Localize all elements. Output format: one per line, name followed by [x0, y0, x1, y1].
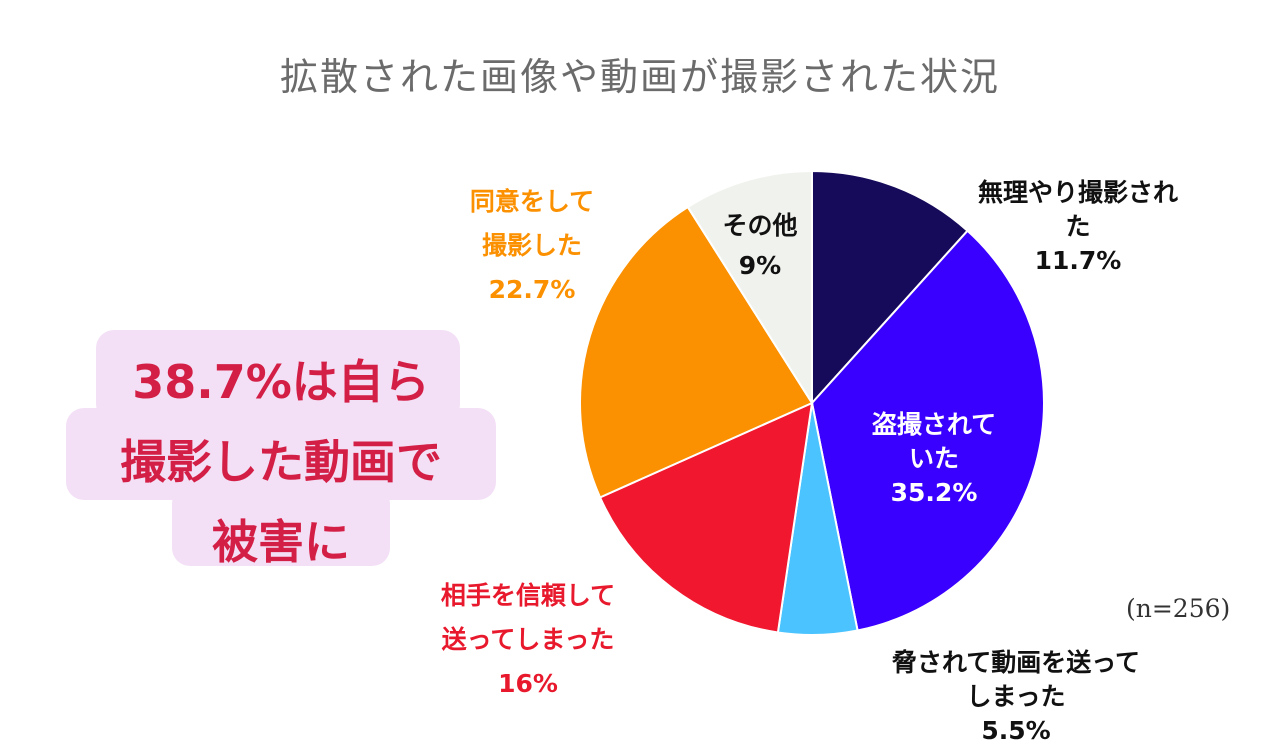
slice-label-consented: 同意をして 撮影した 22.7%: [470, 180, 594, 312]
slice-name-threatened: 脅されて動画を送ってしまった: [891, 648, 1140, 711]
sample-size-label: (n=256): [1126, 594, 1231, 623]
callout-bg-line1: [96, 330, 460, 422]
slice-label-threatened: 脅されて動画を送ってしまった 5.5%: [884, 646, 1148, 748]
callout-bg-line3: [172, 486, 390, 566]
slice-value-forced: 11.7%: [1034, 246, 1122, 275]
slice-value-trusted: 16%: [498, 669, 558, 698]
slice-name-voyeur: 盗撮されて いた: [871, 410, 997, 473]
slice-value-other: 9%: [738, 251, 782, 280]
slice-label-other: その他 9%: [722, 206, 797, 286]
callout-bg-line2: [66, 408, 496, 500]
pie-slice-forced: [811, 169, 969, 406]
slice-name-forced: 無理やり撮影された: [977, 178, 1178, 241]
slice-label-voyeur: 盗撮されて いた 35.2%: [872, 408, 996, 510]
pie-slice-trusted: [598, 401, 814, 634]
slice-name-other: その他: [722, 211, 798, 240]
slice-value-consented: 22.7%: [488, 275, 576, 304]
callout-text: 38.7%は自ら 撮影した動画で 被害に: [120, 355, 442, 569]
slice-label-forced: 無理やり撮影された 11.7%: [977, 176, 1179, 278]
slice-label-trusted: 相手を信頼して 送ってしまった 16%: [441, 574, 615, 706]
pie-chart: [579, 169, 1045, 636]
slice-name-consented: 同意をして 撮影した: [469, 187, 595, 260]
highlight-callout: 38.7%は自ら 撮影した動画で 被害に: [66, 330, 506, 570]
slice-name-trusted: 相手を信頼して 送ってしまった: [440, 581, 616, 654]
pie-slice-voyeur: [810, 229, 1045, 632]
pie-slice-other: [686, 169, 813, 407]
slice-value-threatened: 5.5%: [981, 716, 1051, 745]
chart-title: 拡散された画像や動画が撮影された状況: [279, 55, 1000, 99]
slice-value-voyeur: 35.2%: [890, 478, 978, 507]
pie-slice-consented: [579, 205, 814, 499]
